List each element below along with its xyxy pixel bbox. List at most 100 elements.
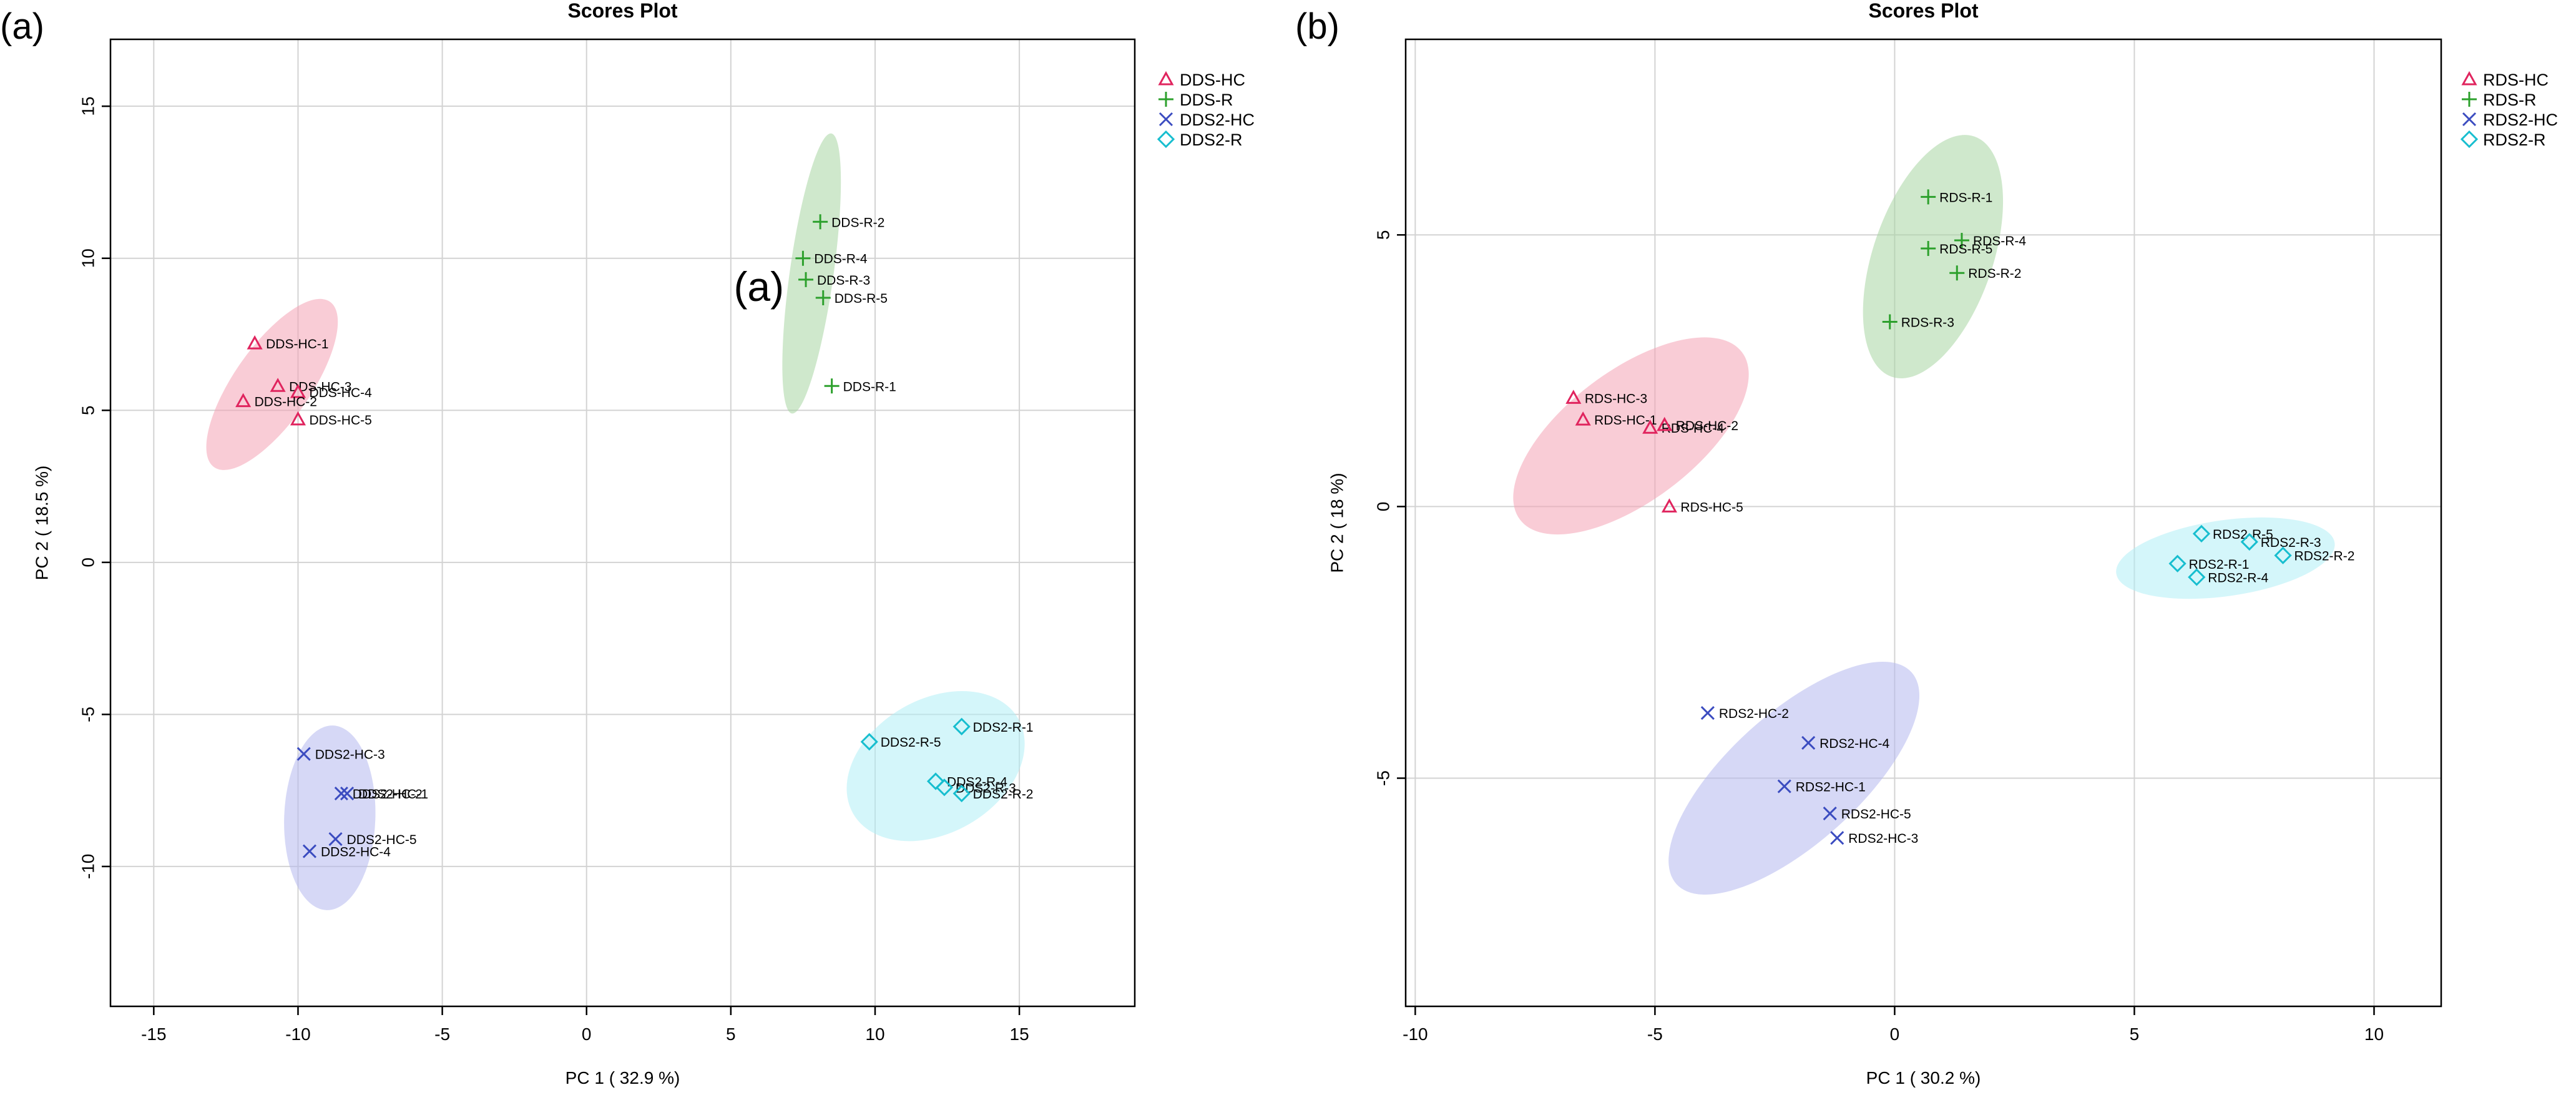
- data-point: [1777, 779, 1791, 793]
- point-label: RDS-R-2: [1968, 267, 2021, 281]
- legend-marker: [1158, 112, 1173, 127]
- data-point: [1949, 265, 1965, 281]
- point-label: RDS2-R-2: [2294, 549, 2355, 564]
- confidence-ellipse: [1863, 135, 2004, 379]
- y-tick-label: 5: [79, 405, 98, 415]
- x-tick-label: 5: [2130, 1024, 2140, 1044]
- legend-entry: RDS2-R: [2483, 130, 2546, 149]
- x-tick-label: 10: [865, 1024, 884, 1044]
- y-tick-label: 5: [1374, 230, 1393, 240]
- x-tick-label: -10: [1403, 1024, 1428, 1044]
- data-point: [2192, 524, 2211, 543]
- point-label: RDS-HC-1: [1594, 413, 1657, 428]
- legend-entry: DDS-R: [1180, 91, 1233, 109]
- data-point: [795, 250, 811, 266]
- point-label: DDS-HC-2: [255, 395, 317, 410]
- data-point: [1565, 390, 1582, 404]
- point-label: DDS-R-3: [817, 273, 870, 288]
- data-point: [798, 272, 814, 287]
- data-point: [1823, 807, 1837, 821]
- data-point: [1661, 498, 1677, 513]
- point-label: DDS2-R-3: [956, 781, 1016, 795]
- data-point: [1882, 314, 1898, 330]
- x-tick-label: 0: [1890, 1024, 1900, 1044]
- panel-label: (b): [1295, 6, 1339, 47]
- confidence-ellipse: [846, 691, 1025, 842]
- chart-panel-b: -10 -5 0 5 10 -5 0 5 Scores Plot PC 1 ( 30.2 %) PC…: [1295, 0, 2558, 1088]
- data-point: [247, 335, 263, 350]
- point-label: RDS-HC-2: [1676, 419, 1738, 433]
- data-point: [2240, 533, 2258, 551]
- point-label: DDS2-HC-4: [321, 845, 391, 860]
- y-tick-label: 0: [79, 557, 98, 567]
- point-label: DDS-HC-4: [309, 386, 372, 400]
- x-tick-label: 5: [726, 1024, 736, 1044]
- point-label: DDS-HC-1: [266, 337, 328, 351]
- legend-entry: RDS-HC: [2483, 71, 2549, 89]
- x-tick-label: 10: [2364, 1024, 2384, 1044]
- x-axis-label: PC 1 ( 30.2 %): [1866, 1068, 1981, 1088]
- plot-frame: [109, 38, 1136, 1008]
- legend-entry: DDS2-HC: [1180, 110, 1255, 129]
- point-label: DDS2-HC-5: [347, 833, 417, 847]
- confidence-ellipse: [284, 725, 376, 910]
- data-point: [296, 747, 311, 761]
- x-tick-label: -10: [285, 1024, 310, 1044]
- y-axis-label: PC 2 ( 18.5 %): [32, 466, 52, 581]
- series-dds-r: DDS-R-2 DDS-R-4 DDS-R-3 DDS-R-5 DDS-R-1: [795, 214, 896, 394]
- chart-title: Scores Plot: [567, 0, 677, 22]
- legend-marker: [1158, 71, 1174, 86]
- x-tick-label: -5: [434, 1024, 450, 1044]
- x-tick-label: 0: [582, 1024, 592, 1044]
- data-point: [1801, 735, 1816, 750]
- data-point: [270, 378, 286, 392]
- point-label: RDS-HC-3: [1585, 391, 1647, 406]
- data-point: [1921, 241, 1936, 257]
- legend-marker: [1157, 130, 1175, 149]
- point-label: RDS2-R-4: [2208, 571, 2268, 586]
- y-tick-label: 10: [79, 248, 98, 268]
- data-point: [953, 784, 971, 803]
- point-label: DDS-HC-3: [289, 380, 351, 394]
- point-label: RDS2-HC-3: [1848, 832, 1918, 846]
- data-point: [1954, 232, 1969, 248]
- point-label: RDS2-HC-2: [1719, 707, 1789, 721]
- point-label: DDS-R-1: [843, 380, 896, 394]
- data-point: [302, 844, 317, 858]
- data-point: [1700, 706, 1715, 720]
- data-point: [1921, 189, 1936, 205]
- point-label: DDS2-HC-3: [315, 748, 385, 762]
- data-point: [824, 378, 840, 394]
- confidence-ellipse: [782, 133, 841, 414]
- y-tick-label: 0: [1374, 502, 1393, 512]
- data-point: [953, 717, 971, 735]
- panel-label: (a): [0, 6, 44, 47]
- point-label: RDS2-R-1: [2189, 557, 2250, 572]
- data-point: [1575, 411, 1591, 426]
- data-point: [1657, 416, 1673, 431]
- legend-marker: [2462, 92, 2477, 107]
- data-point: [813, 214, 828, 230]
- x-tick-label: -15: [141, 1024, 166, 1044]
- data-point: [235, 393, 252, 408]
- point-label: RDS-HC-5: [1680, 500, 1743, 514]
- point-label: RDS-R-1: [1939, 190, 1992, 205]
- data-point: [2168, 554, 2187, 572]
- y-tick-label: -5: [79, 707, 98, 722]
- confidence-ellipse: [2116, 517, 2335, 599]
- point-label: DDS2-R-1: [973, 720, 1034, 735]
- annotation-label: (a): [733, 263, 784, 310]
- point-label: DDS-HC-5: [309, 413, 371, 428]
- point-label: DDS2-HC-1: [358, 787, 428, 802]
- legend-marker: [1158, 92, 1173, 107]
- point-label: RDS-R-4: [1973, 234, 2026, 248]
- data-point: [290, 383, 306, 398]
